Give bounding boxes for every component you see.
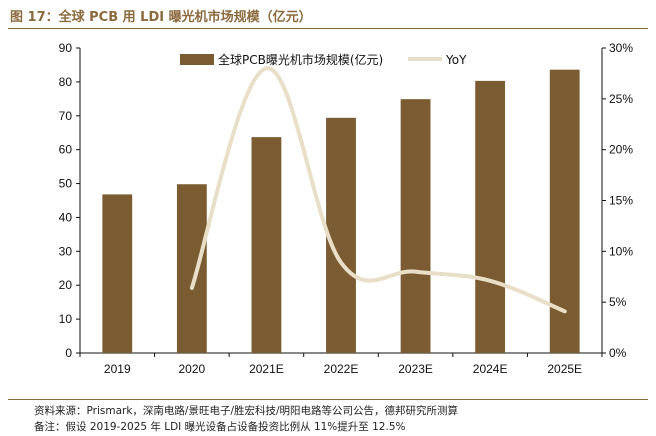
right-tick-label: 5% (609, 295, 627, 309)
left-tick-label: 40 (59, 210, 73, 224)
yoy-line (189, 66, 567, 314)
figure-title: 图 17：全球 PCB 用 LDI 曝光机市场规模（亿元） (10, 10, 312, 25)
chart-legend: 全球PCB曝光机市场规模(亿元) YoY (180, 52, 467, 67)
x-tick-label: 2020 (179, 362, 206, 376)
left-tick-label: 90 (59, 41, 73, 55)
left-tick-label: 10 (59, 312, 73, 326)
title-rule (8, 28, 648, 29)
right-tick-label: 0% (609, 346, 627, 360)
legend-bar-swatch (180, 54, 214, 65)
left-tick-label: 0 (65, 346, 72, 360)
x-tick-label: 2021E (249, 362, 284, 376)
source-note: 资料来源：Prismark，深南电路/景旺电子/胜宏科技/明阳电路等公司公告，德… (34, 405, 459, 417)
left-tick-label: 60 (59, 143, 73, 157)
bar (251, 137, 282, 353)
x-tick-label: 2022E (324, 362, 359, 376)
x-tick-label: 2019 (104, 362, 131, 376)
bar (326, 117, 356, 353)
line-series (189, 66, 567, 314)
x-tick-label: 2023E (398, 362, 433, 376)
x-tick-label: 2024E (473, 362, 508, 376)
left-tick-label: 30 (59, 244, 73, 258)
right-tick-label: 15% (609, 194, 633, 208)
bar (400, 99, 431, 353)
right-tick-label: 10% (609, 244, 633, 258)
x-tick-label: 2025E (547, 362, 582, 376)
right-tick-label: 20% (609, 143, 633, 157)
left-tick-label: 70 (59, 109, 73, 123)
left-tick-label: 50 (59, 177, 73, 191)
left-tick-label: 80 (59, 75, 73, 89)
bar (176, 184, 207, 353)
legend-line-label: YoY (445, 53, 467, 67)
right-tick-label: 25% (609, 92, 633, 106)
left-tick-label: 20 (59, 278, 73, 292)
right-tick-label: 30% (609, 41, 633, 55)
combo-chart: 0 10 20 30 40 50 60 70 80 90 0% 5% 10% 15% 20% 25% 30% 20… (59, 41, 634, 376)
bar (475, 80, 506, 353)
bar (102, 194, 133, 353)
remark-note: 备注：假设 2019-2025 年 LDI 曝光设备占设备投资比例从 11%提升… (34, 421, 406, 433)
bar-series (102, 69, 580, 353)
legend-bar-label: 全球PCB曝光机市场规模(亿元) (218, 52, 383, 67)
footer-rule (8, 399, 648, 400)
